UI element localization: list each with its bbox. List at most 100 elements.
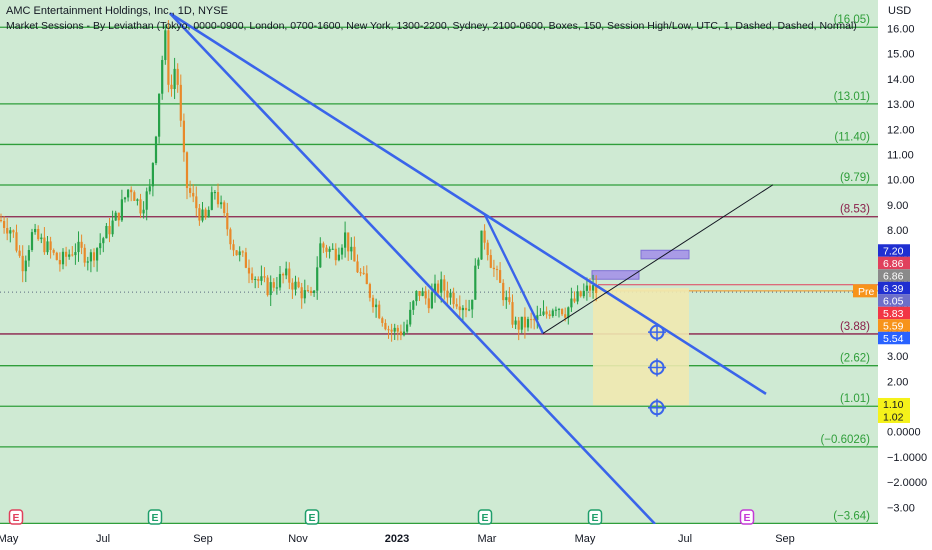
candle-body: [548, 314, 551, 317]
currency-label: USD: [888, 5, 911, 17]
candle-body: [21, 255, 24, 272]
candle-body: [452, 292, 455, 305]
candle-body: [387, 329, 390, 331]
candle-body: [533, 319, 536, 321]
candle-body: [164, 30, 167, 61]
candle-body: [213, 192, 216, 194]
level-labels: (16.05) (13.01) (11.40) (9.79) (8.53) (3.88) (…: [820, 14, 870, 522]
candle-body: [486, 242, 489, 256]
projection-boxes: [591, 249, 690, 406]
candle-body: [464, 307, 468, 311]
time-axis[interactable]: May Jul Sep Nov 2023 Mar May Jul Sep: [0, 524, 932, 550]
candle-body: [313, 290, 316, 293]
candle-body: [123, 197, 127, 200]
candle-body: [260, 276, 263, 281]
price-tick-label: 0.0000: [887, 427, 921, 439]
candle-body: [40, 237, 43, 240]
candle-body: [207, 209, 210, 218]
price-badge: [878, 397, 910, 411]
candle-body: [294, 281, 297, 290]
candle-body: [520, 316, 523, 330]
candle-body: [275, 287, 278, 289]
candle-body: [592, 285, 595, 291]
candle-body: [34, 228, 37, 233]
candle-body: [111, 220, 114, 235]
price-badges: 7.206.866.866.396.055.835.595.541.101.02…: [853, 244, 910, 423]
price-badge-label: 5.83: [883, 308, 904, 320]
candle-body: [3, 221, 6, 228]
earnings-icon-label: E: [481, 512, 488, 524]
price-badge: [878, 269, 910, 282]
candle-body: [489, 255, 492, 268]
candle-body: [344, 232, 347, 248]
candle-body: [449, 292, 452, 298]
candle-body: [492, 267, 495, 270]
time-tick-label: Jul: [678, 533, 692, 545]
candle-body: [437, 283, 440, 293]
price-tick-label: −1.0000: [887, 452, 927, 464]
candle-body: [71, 254, 74, 256]
candle-body: [359, 272, 362, 274]
level-label: (2.62): [840, 353, 870, 365]
price-badge: [878, 331, 910, 345]
candle-body: [325, 247, 328, 252]
price-badge: [878, 410, 910, 423]
level-label: (8.53): [840, 204, 870, 216]
descending-trendline: [169, 12, 656, 525]
pre-market-label: Pre: [858, 286, 875, 298]
candle-body: [415, 291, 418, 302]
level-label: (1.01): [840, 393, 870, 405]
time-tick-label: Sep: [775, 533, 795, 545]
candle-body: [226, 213, 229, 230]
candle-body: [458, 306, 461, 311]
candle-body: [402, 331, 406, 336]
candle-body: [223, 202, 226, 214]
candle-body: [393, 327, 396, 332]
candle-body: [517, 320, 520, 330]
candle-body: [576, 291, 579, 302]
candle-body: [511, 302, 514, 325]
candle-body: [130, 189, 133, 193]
candle-body: [564, 314, 567, 318]
candle-body: [136, 199, 139, 201]
candle-body: [340, 247, 344, 255]
price-tick-label: −2.0000: [887, 477, 927, 489]
price-tick-label: 10.00: [887, 175, 915, 187]
candle-body: [99, 243, 102, 249]
time-tick-label: Jul: [96, 533, 110, 545]
earnings-icon: [477, 509, 493, 525]
candle-body: [235, 250, 238, 256]
candle-body: [58, 259, 61, 265]
candle-body: [139, 199, 142, 214]
price-tick-label: 11.00: [887, 150, 914, 162]
indicator-title: Market Sessions - By Leviathan (Tokyo, 0…: [6, 20, 857, 32]
price-tick-label: 15.00: [887, 49, 915, 61]
earnings-icon-label: E: [308, 512, 315, 524]
level-label: (9.79): [840, 172, 870, 184]
candle-body: [499, 270, 502, 283]
chart-legend: AMC Entertainment Holdings, Inc., 1D, NY…: [6, 4, 857, 34]
candle-body: [443, 279, 446, 291]
price-tick-label: −3.00: [887, 502, 915, 514]
candle-body: [539, 314, 542, 316]
candle-body: [154, 136, 158, 164]
candle-body: [433, 283, 437, 293]
candle-body: [334, 248, 337, 261]
candle-body: [579, 291, 582, 297]
candle-body: [542, 311, 545, 315]
candle-body: [588, 285, 592, 291]
price-tick-label: 2.00: [887, 376, 908, 388]
level-label: (16.05): [834, 14, 871, 26]
candle-body: [526, 319, 530, 328]
candle-body: [161, 60, 164, 94]
time-tick-label: 2023: [385, 533, 409, 545]
candle-body: [68, 254, 71, 257]
candle-body: [331, 248, 334, 250]
candle-body: [551, 310, 554, 317]
candle-body: [440, 279, 443, 293]
candle-body: [102, 238, 105, 244]
price-tick-label: 8.00: [887, 225, 908, 237]
price-badge-label: 5.59: [883, 320, 904, 332]
trend-lines: [169, 12, 774, 525]
